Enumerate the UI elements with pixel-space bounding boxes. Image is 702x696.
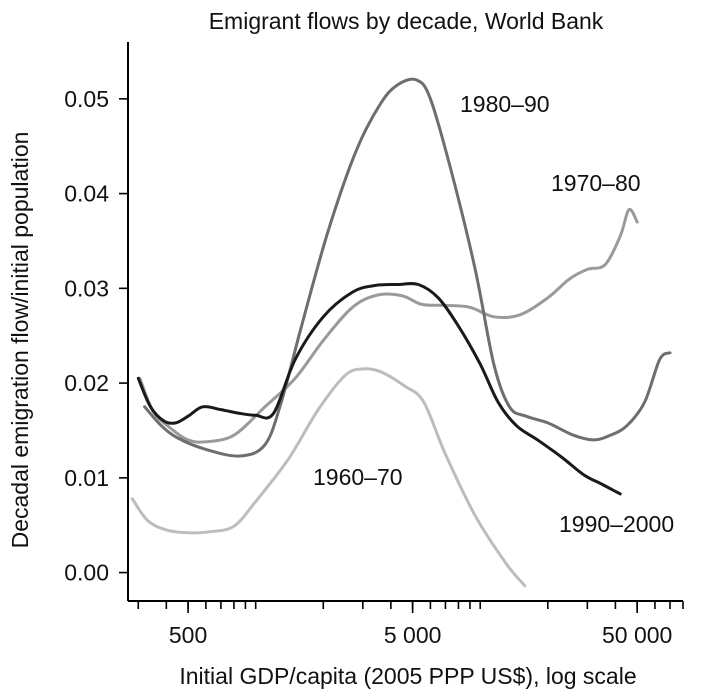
y-axis-ticks: 0.00 0.01 0.02 0.03 0.04 0.05 [64,86,128,586]
y-tick-label: 0.00 [64,560,109,586]
series-line-1980-90 [143,77,672,458]
series-lines [130,77,672,588]
y-tick-label: 0.03 [64,275,109,301]
y-tick-label: 0.01 [64,465,109,491]
series-label: 1990–2000 [559,511,674,537]
x-axis-label: Initial GDP/capita (2005 PPP US$), log s… [179,663,636,689]
x-tick-label: 5 000 [384,622,442,648]
y-tick-label: 0.05 [64,86,109,112]
series-label: 1960–70 [313,464,403,490]
series-label: 1980–90 [460,91,550,117]
series-line-1960-70 [130,367,527,588]
x-tick-label: 500 [169,622,207,648]
series-label: 1970–80 [551,170,641,196]
y-axis-label: Decadal emigration flow/initial populati… [7,132,33,549]
x-tick-label: 50 000 [602,622,672,648]
x-axis-ticks: 500 5 000 50 000 [137,601,684,648]
y-tick-label: 0.02 [64,370,109,396]
y-tick-label: 0.04 [64,181,109,207]
series-line-1990-2000 [136,282,622,496]
chart-title: Emigrant flows by decade, World Bank [209,8,604,34]
series-labels: 1980–90 1970–80 1960–70 1990–2000 [313,91,674,537]
series-line-1970-80 [138,207,639,444]
